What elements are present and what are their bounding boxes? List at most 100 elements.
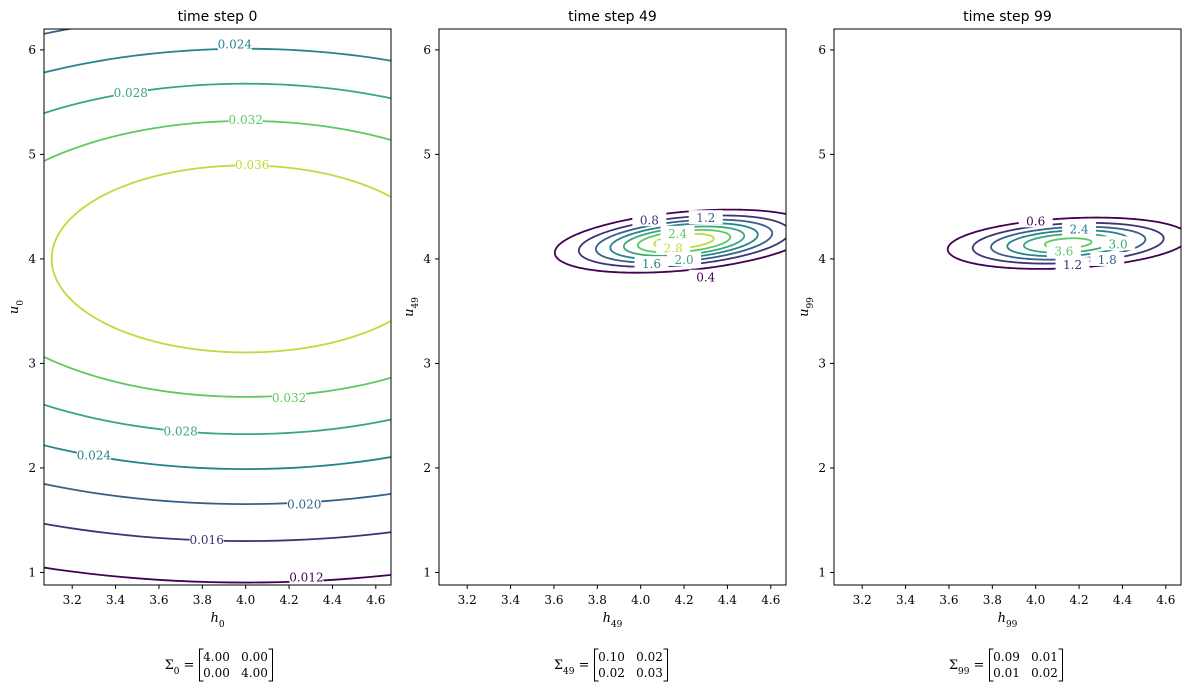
contour-label: 0.012: [289, 571, 323, 585]
panel-2: 0.6 2.4 3.0 3.6 1.8 1.2 3.2 3.4 3.6 3.8 4.0 4.2 4.4 4…: [797, 9, 1182, 682]
contour-line: [653, 233, 715, 250]
matrix-entry: 0.00: [203, 666, 230, 680]
x-tick-label: 4.6: [366, 593, 385, 607]
matrix-entry: 0.09: [993, 650, 1020, 664]
contour-line: [1044, 237, 1093, 250]
y-tick-label: 5: [28, 147, 36, 161]
y-tick-label: 6: [423, 43, 431, 57]
matrix-entry: 0.02: [598, 666, 625, 680]
x-axis-label: h49: [603, 611, 623, 630]
y-tick-label: 2: [28, 461, 36, 475]
contour-line: [553, 208, 786, 274]
y-tick-label: 1: [28, 565, 36, 579]
x-tick-label: 3.4: [501, 593, 520, 607]
y-tick-label: 1: [423, 565, 431, 579]
matrix-entry: 0.00: [241, 650, 268, 664]
axes-frame: [43, 28, 392, 586]
x-tick-label: 4.2: [675, 593, 694, 607]
y-tick-label: 2: [423, 461, 431, 475]
x-tick-label: 3.2: [853, 593, 872, 607]
x-axis-label: h99: [998, 611, 1018, 630]
y-tick-label: 3: [423, 356, 431, 370]
contour-label: 0.016: [189, 533, 223, 547]
contour-label: 0.8: [640, 213, 659, 227]
contour-group: 0.8 1.22.42.81.6 2.00.4: [553, 208, 786, 285]
x-tick-label: 3.4: [896, 593, 915, 607]
contour-line: [44, 120, 391, 398]
panel-title: time step 49: [568, 9, 657, 25]
contour-label: 1.2: [1063, 258, 1082, 272]
matrix-entry: 0.02: [636, 650, 663, 664]
y-tick-label: 1: [818, 565, 826, 579]
x-tick-label: 4.0: [236, 593, 255, 607]
x-tick-label: 3.6: [544, 593, 563, 607]
svg-text:Σ0: Σ0: [165, 658, 180, 677]
y-tick-label: 6: [818, 43, 826, 57]
x-tick-label: 3.6: [939, 593, 958, 607]
y-tick-label: 3: [28, 356, 36, 370]
contour-label: 2.4: [668, 227, 687, 241]
contour-label: 0.6: [1026, 214, 1045, 228]
panel-1: 0.8 1.22.42.81.6 2.00.43.2 3.4 3.6 3.8 4.0 4.2 4…: [402, 9, 787, 682]
contour-label: 2.0: [675, 253, 694, 267]
contour-line: [946, 216, 1181, 270]
contour-line: [44, 47, 391, 471]
covariance-annotation: Σ49 = 0.10 0.02 0.02 0.03: [554, 648, 668, 682]
x-tick-label: 4.4: [718, 593, 737, 607]
contour-label: 0.032: [272, 391, 306, 405]
contour-label: 1.2: [696, 211, 715, 225]
x-tick-label: 4.2: [280, 593, 299, 607]
contour-group: 0.024 0.028 0.032 0.036 0.032 0.028 0.024 0.020…: [44, 29, 391, 585]
matrix-entry: 0.10: [598, 650, 625, 664]
svg-text:Σ99: Σ99: [949, 658, 970, 677]
x-tick-label: 4.2: [1070, 593, 1089, 607]
y-tick-label: 2: [818, 461, 826, 475]
y-tick-label: 5: [423, 147, 431, 161]
x-tick-label: 3.4: [106, 593, 125, 607]
covariance-annotation: Σ0 = 4.00 0.00 0.00 4.00: [165, 648, 273, 682]
contour-label: 0.028: [163, 424, 197, 438]
x-tick-label: 4.0: [631, 593, 650, 607]
matrix-entry: 4.00: [203, 650, 230, 664]
contour-line: [577, 214, 786, 268]
contour-label: 0.020: [287, 498, 321, 512]
contour-label: 0.024: [77, 448, 112, 462]
contour-label: 0.024: [218, 38, 253, 52]
x-tick-label: 3.8: [983, 593, 1002, 607]
matrix-entry: 0.01: [993, 666, 1020, 680]
contour-label: 1.8: [1098, 253, 1117, 267]
contour-label: 1.6: [642, 257, 661, 271]
contour-line: [636, 228, 732, 254]
x-tick-label: 3.8: [588, 593, 607, 607]
covariance-annotation: Σ99 = 0.09 0.01 0.01 0.02: [949, 648, 1063, 682]
x-tick-label: 4.4: [323, 593, 342, 607]
y-axis-label: u0: [7, 300, 26, 314]
x-tick-label: 3.2: [458, 593, 477, 607]
matrix-entry: 0.02: [1031, 666, 1058, 680]
x-tick-label: 3.6: [149, 593, 168, 607]
x-tick-label: 3.8: [193, 593, 212, 607]
svg-text:=: =: [579, 658, 590, 673]
x-tick-label: 4.6: [1156, 593, 1175, 607]
x-tick-label: 4.6: [761, 593, 780, 607]
svg-text:=: =: [974, 658, 985, 673]
x-tick-label: 3.2: [63, 593, 82, 607]
contour-line: [622, 225, 746, 257]
panel-0: 0.024 0.028 0.032 0.036 0.032 0.028 0.024 0.020…: [7, 9, 392, 682]
contour-label: 3.6: [1054, 245, 1073, 259]
panel-title: time step 99: [963, 9, 1052, 25]
y-axis-label: u49: [402, 297, 421, 317]
x-tick-label: 4.4: [1113, 593, 1132, 607]
contour-line: [50, 164, 391, 354]
contour-label: 0.028: [114, 86, 148, 100]
y-tick-label: 4: [28, 252, 36, 266]
y-tick-label: 3: [818, 356, 826, 370]
contour-label: 0.4: [696, 271, 715, 285]
contour-group: 0.6 2.4 3.0 3.6 1.8 1.2: [946, 213, 1181, 272]
matrix-entry: 0.03: [636, 666, 663, 680]
x-axis-label: h0: [210, 611, 224, 630]
svg-text:Σ49: Σ49: [554, 658, 575, 677]
svg-text:=: =: [184, 658, 195, 673]
contour-label: 2.4: [1070, 223, 1089, 237]
